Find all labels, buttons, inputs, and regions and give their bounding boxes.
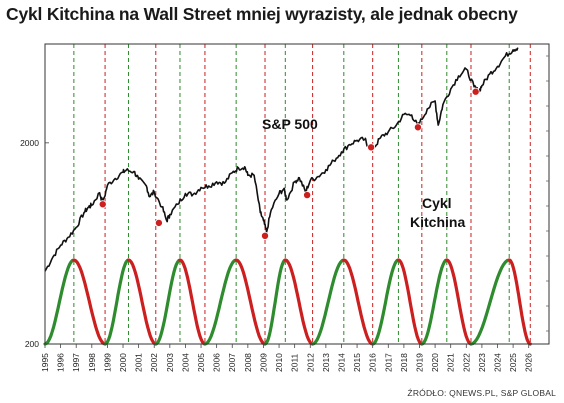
x-tick-label: 2014	[336, 353, 346, 372]
x-tick-label: 2019	[414, 353, 424, 372]
x-tick-label: 2007	[227, 353, 237, 372]
annotation-cycle-line2: Kitchina	[410, 214, 465, 230]
x-tick-label: 2022	[461, 353, 471, 372]
kitchin-cycle-series	[43, 258, 532, 346]
source-note: ŹRÓDŁO: QNEWS.PL, S&P GLOBAL	[407, 388, 556, 398]
x-tick-label: 2012	[305, 353, 315, 372]
cycle-upswing	[469, 258, 511, 346]
x-tick-label: 2023	[477, 353, 487, 372]
x-tick-label: 2021	[446, 353, 456, 372]
cycle-downswing	[178, 258, 207, 346]
cycle-downswing	[283, 258, 315, 346]
x-tick-label: 1996	[56, 353, 66, 372]
cycle-downswing	[445, 258, 473, 346]
x-tick-label: 1995	[40, 353, 50, 372]
cycle-upswing	[420, 258, 449, 346]
x-tick-label: 2011	[290, 353, 300, 372]
x-tick-label: 2003	[165, 353, 175, 372]
chart-title: Cykl Kitchina na Wall Street mniej wyraz…	[6, 4, 518, 24]
x-tick-label: 1997	[71, 353, 81, 372]
trough-marker	[154, 218, 163, 227]
cycle-downswing	[342, 258, 375, 346]
trough-marker	[303, 191, 312, 200]
x-tick-label: 2024	[493, 353, 503, 372]
trough-marker	[98, 200, 107, 209]
x-tick-label: 2015	[352, 353, 362, 372]
cycle-upswing	[43, 258, 76, 346]
trough-marker	[367, 143, 376, 152]
x-tick-label: 2001	[134, 353, 144, 372]
x-tick-label: 2004	[180, 353, 190, 372]
x-tick-label: 2008	[243, 353, 253, 372]
cycle-upswing	[311, 258, 346, 346]
cycle-downswing	[126, 258, 158, 346]
cycle-downswing	[234, 258, 267, 346]
x-tick-label: 2010	[274, 353, 284, 372]
cycle-gridlines	[73, 44, 531, 344]
cycle-upswing	[371, 258, 400, 346]
annotation-cycle-line1: Cykl	[422, 195, 452, 211]
sp500-series	[44, 47, 519, 272]
sp500-line	[44, 47, 519, 272]
cycle-upswing	[203, 258, 238, 346]
y-tick-label: 2000	[20, 138, 39, 148]
x-tick-label: 2013	[321, 353, 331, 372]
trough-marker	[413, 123, 422, 132]
x-tick-label: 2002	[149, 353, 159, 372]
x-tick-label: 2009	[258, 353, 268, 372]
trough-marker	[471, 87, 480, 96]
x-tick-label: 2018	[399, 353, 409, 372]
plot-frame	[44, 43, 550, 345]
x-tick-label: 1999	[102, 353, 112, 372]
cycle-downswing	[507, 258, 532, 346]
x-tick-label: 2025	[508, 353, 518, 372]
cycle-downswing	[72, 258, 107, 346]
x-tick-label: 2016	[368, 353, 378, 372]
axes: 200 2000 1995 1996 1997 1998 1999 2000 2001 2002 2…	[20, 55, 549, 372]
plot-border	[44, 43, 550, 345]
trough-marker	[261, 231, 270, 240]
x-tick-label: 2020	[430, 353, 440, 372]
y-tick-label: 200	[25, 339, 39, 349]
x-tick-label: 2017	[383, 353, 393, 372]
cycle-downswing	[396, 258, 424, 346]
cycle-upswing	[103, 258, 131, 346]
x-tick-label: 2006	[212, 353, 222, 372]
annotation-sp500: S&P 500	[262, 116, 318, 132]
x-tick-label: 2026	[524, 353, 534, 372]
kitchin-cycle-chart: 200 2000 1995 1996 1997 1998 1999 2000 2001 2002 2…	[0, 30, 564, 380]
x-tick-label: 1998	[87, 353, 97, 372]
cycle-upswing	[154, 258, 182, 346]
trough-markers	[98, 87, 480, 240]
chart-svg: 200 2000 1995 1996 1997 1998 1999 2000 2001 2002 2…	[20, 43, 550, 372]
x-tick-label: 2000	[118, 353, 128, 372]
cycle-upswing	[263, 258, 287, 346]
x-tick-label: 2005	[196, 353, 206, 372]
